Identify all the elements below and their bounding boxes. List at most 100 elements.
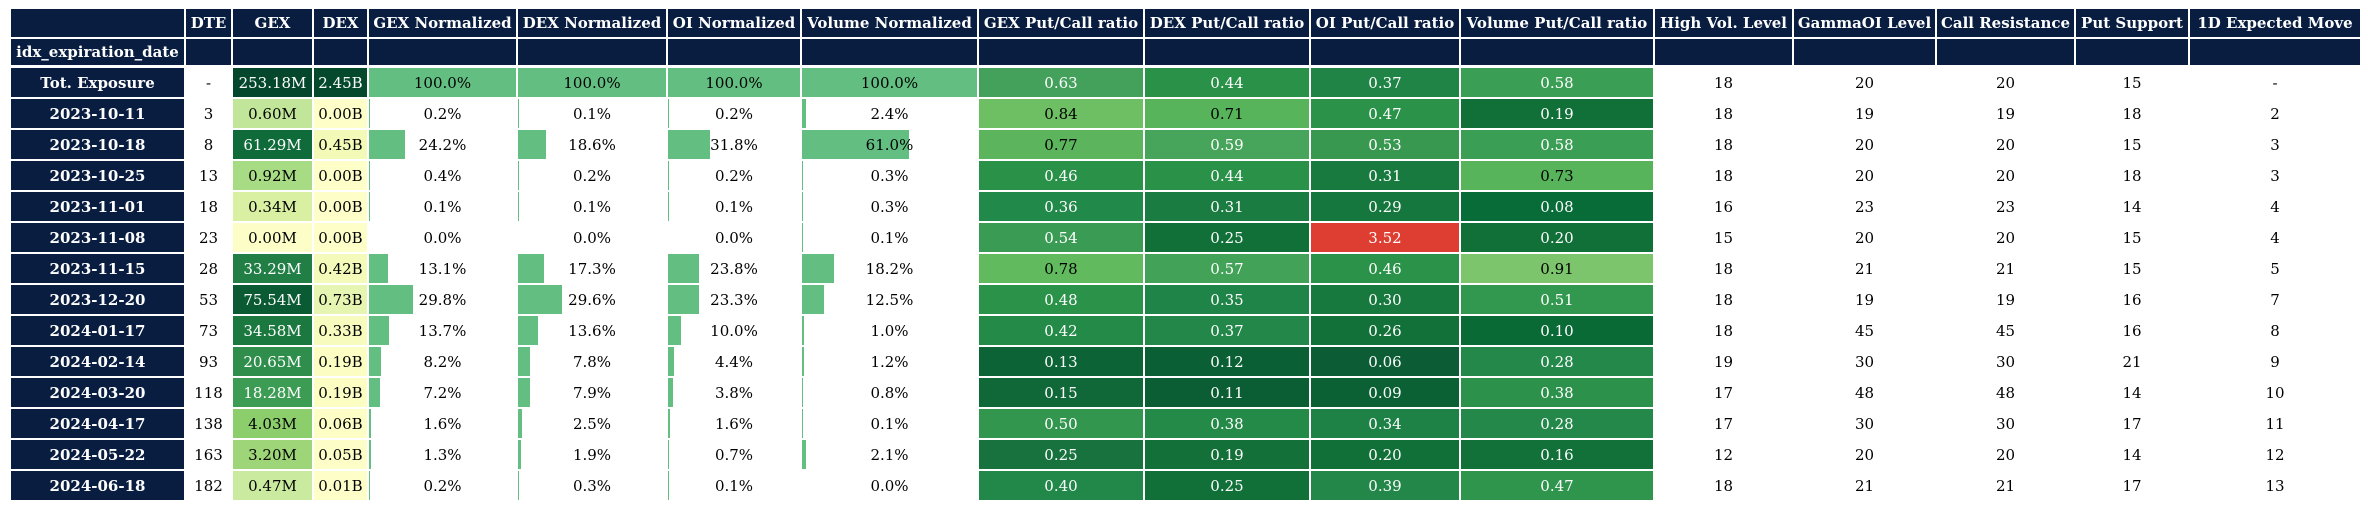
- oi-normalized-bar: [668, 378, 674, 407]
- gex-normalized-bar: [369, 161, 370, 190]
- oi-put-call-ratio-cell: 0.06: [1311, 347, 1459, 378]
- dex-normalized-value: 1.9%: [572, 445, 612, 464]
- high-vol-level-cell: 18: [1655, 130, 1792, 161]
- gex-put-call-ratio-cell: 0.50: [979, 409, 1143, 440]
- gex-cell: 0.47M: [233, 471, 312, 502]
- high-vol-level-cell: 19: [1655, 347, 1792, 378]
- dex-normalized-value: 29.6%: [568, 290, 616, 309]
- volume-normalized-bar: [802, 316, 804, 345]
- index-row-blank-cell: [1794, 39, 1935, 68]
- gex-put-call-ratio-cell: 0.42: [979, 316, 1143, 347]
- put-support-cell: 18: [2076, 99, 2188, 130]
- table-row: 2023-10-18 8 61.29M 0.45B 24.2% 18.6% 31.8% 61.…: [11, 130, 2360, 161]
- volume-normalized-bar: [802, 378, 804, 407]
- table-row: 2024-06-18 182 0.47M 0.01B 0.2% 0.3% 0.1% 0.0% 0…: [11, 471, 2360, 502]
- gex-cell: 0.60M: [233, 99, 312, 130]
- high-vol-level-cell: 18: [1655, 316, 1792, 347]
- gex-normalized-value: 8.2%: [423, 352, 462, 371]
- high-vol-level-cell: 18: [1655, 285, 1792, 316]
- dex-normalized-value: 100.0%: [563, 73, 621, 92]
- gammaoi-level-cell: 30: [1794, 409, 1935, 440]
- index-row-blank-cell: [314, 39, 367, 68]
- row-label: 2024-01-17: [11, 316, 184, 347]
- volume-normalized-cell: 0.3%: [802, 192, 977, 223]
- oi-put-call-ratio-cell: 0.30: [1311, 285, 1459, 316]
- column-header-row: DTE GEX DEX GEX Normalized DEX Normalized OI …: [11, 9, 2360, 39]
- oi-normalized-cell: 4.4%: [668, 347, 800, 378]
- volume-put-call-ratio-cell: 0.10: [1461, 316, 1653, 347]
- dex-put-call-ratio-cell: 0.37: [1145, 316, 1309, 347]
- dex-cell: 0.00B: [314, 99, 367, 130]
- put-support-cell: 17: [2076, 471, 2188, 502]
- gex-normalized-value: 7.2%: [423, 383, 462, 402]
- index-row-blank-cell: [233, 39, 312, 68]
- oi-normalized-value: 0.0%: [714, 228, 754, 247]
- index-row-blank-cell: [518, 39, 666, 68]
- dex-normalized-cell: 100.0%: [518, 68, 666, 99]
- dex-put-call-ratio-cell: 0.44: [1145, 68, 1309, 99]
- table-row: 2023-11-01 18 0.34M 0.00B 0.1% 0.1% 0.1% 0.3% 0.…: [11, 192, 2360, 223]
- oi-put-call-ratio-cell: 0.29: [1311, 192, 1459, 223]
- dex-put-call-ratio-cell: 0.71: [1145, 99, 1309, 130]
- oi-normalized-value: 0.1%: [714, 197, 754, 216]
- gex-put-call-ratio-cell: 0.77: [979, 130, 1143, 161]
- oi-put-call-ratio-cell: 3.52: [1311, 223, 1459, 254]
- index-row-blank-cell: [186, 39, 231, 68]
- gex-put-call-ratio-cell: 0.63: [979, 68, 1143, 99]
- oi-normalized-cell: 3.8%: [668, 378, 800, 409]
- index-row-blank-cell: [369, 39, 516, 68]
- gammaoi-level-cell: 48: [1794, 378, 1935, 409]
- volume-put-call-ratio-cell: 0.19: [1461, 99, 1653, 130]
- gammaoi-level-cell: 20: [1794, 440, 1935, 471]
- dex-put-call-ratio-cell: 0.25: [1145, 471, 1309, 502]
- high-vol-level-cell: 12: [1655, 440, 1792, 471]
- gex-normalized-bar: [369, 409, 372, 438]
- volume-normalized-cell: 0.1%: [802, 223, 977, 254]
- gex-put-call-ratio-cell: 0.13: [979, 347, 1143, 378]
- dex-cell: 0.19B: [314, 378, 367, 409]
- dte-cell: 93: [186, 347, 231, 378]
- gex-cell: 75.54M: [233, 285, 312, 316]
- column-header-dte: DTE: [186, 9, 231, 39]
- gex-normalized-cell: 0.4%: [369, 161, 516, 192]
- gammaoi-level-cell: 19: [1794, 285, 1935, 316]
- gex-normalized-value: 0.1%: [423, 197, 462, 216]
- dte-cell: 23: [186, 223, 231, 254]
- expected-move-cell: 4: [2190, 223, 2360, 254]
- dte-cell: 18: [186, 192, 231, 223]
- volume-normalized-cell: 0.3%: [802, 161, 977, 192]
- dte-cell: 73: [186, 316, 231, 347]
- oi-normalized-cell: 10.0%: [668, 316, 800, 347]
- volume-normalized-value: 0.1%: [870, 228, 909, 247]
- oi-put-call-ratio-cell: 0.53: [1311, 130, 1459, 161]
- gex-normalized-bar: [369, 316, 390, 345]
- column-header-put-support: Put Support: [2076, 9, 2188, 39]
- dex-normalized-bar: [518, 68, 666, 97]
- oi-normalized-bar: [668, 347, 674, 376]
- gex-put-call-ratio-cell: 0.40: [979, 471, 1143, 502]
- dex-normalized-value: 0.0%: [572, 228, 612, 247]
- call-resistance-cell: 48: [1937, 378, 2074, 409]
- gex-put-call-ratio-cell: 0.15: [979, 378, 1143, 409]
- call-resistance-cell: 20: [1937, 161, 2074, 192]
- gex-put-call-ratio-cell: 0.84: [979, 99, 1143, 130]
- index-row-blank-cell: [979, 39, 1143, 68]
- oi-normalized-value: 0.7%: [714, 445, 754, 464]
- high-vol-level-cell: 18: [1655, 254, 1792, 285]
- expected-move-cell: -: [2190, 68, 2360, 99]
- column-header-volume-normalized: Volume Normalized: [802, 9, 977, 39]
- dte-cell: 53: [186, 285, 231, 316]
- call-resistance-cell: 45: [1937, 316, 2074, 347]
- dex-normalized-value: 7.9%: [572, 383, 612, 402]
- gammaoi-level-cell: 19: [1794, 99, 1935, 130]
- row-label: 2024-02-14: [11, 347, 184, 378]
- table-row: 2023-11-15 28 33.29M 0.42B 13.1% 17.3% 23.8% 18…: [11, 254, 2360, 285]
- dex-put-call-ratio-cell: 0.38: [1145, 409, 1309, 440]
- call-resistance-cell: 20: [1937, 68, 2074, 99]
- volume-normalized-cell: 0.8%: [802, 378, 977, 409]
- gex-cell: 20.65M: [233, 347, 312, 378]
- table-row: 2024-05-22 163 3.20M 0.05B 1.3% 1.9% 0.7% 2.1% 0…: [11, 440, 2360, 471]
- volume-normalized-bar: [802, 254, 834, 283]
- dex-put-call-ratio-cell: 0.31: [1145, 192, 1309, 223]
- oi-put-call-ratio-cell: 0.39: [1311, 471, 1459, 502]
